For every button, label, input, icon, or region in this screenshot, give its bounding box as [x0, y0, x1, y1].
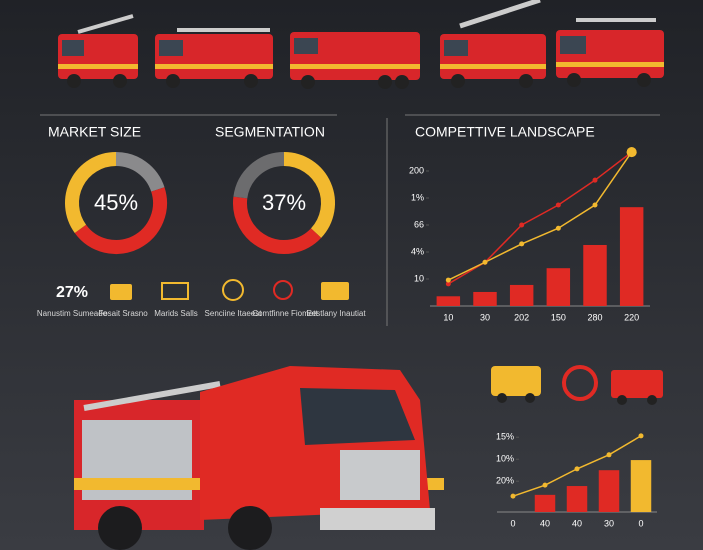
- line: [448, 151, 633, 281]
- bar: [436, 296, 461, 306]
- x-tick-label: 30: [480, 312, 490, 322]
- x-tick-label: 202: [514, 312, 529, 322]
- point: [555, 225, 561, 231]
- point: [482, 259, 488, 265]
- y-tick-label: 10: [414, 273, 424, 283]
- donut-label: 45%: [94, 190, 138, 215]
- y-tick-label: 20%: [496, 476, 514, 486]
- x-tick-label: 0: [510, 518, 515, 528]
- stat-label: Fosait Srasno: [98, 309, 148, 318]
- bar: [473, 291, 497, 306]
- x-tick-label: 40: [540, 518, 550, 528]
- x-tick-label: 0: [638, 518, 643, 528]
- x-tick-label: 220: [624, 312, 639, 322]
- bar: [598, 470, 620, 512]
- bar: [534, 494, 556, 512]
- stat-label: Nanustim Sumeade: [37, 309, 108, 318]
- point: [519, 222, 525, 228]
- point: [638, 433, 644, 439]
- donut-segment: [74, 187, 167, 254]
- donut-label: 37%: [262, 190, 306, 215]
- point: [519, 241, 525, 247]
- point: [592, 202, 598, 208]
- stat-label: Comtfinne Fiomett: [252, 309, 318, 318]
- chart-title: MARKET SIZE: [48, 124, 141, 140]
- bar: [566, 486, 588, 512]
- point: [445, 281, 451, 287]
- bar: [583, 244, 607, 306]
- donut-segment: [283, 152, 335, 238]
- chart-title: COMPETTIVE LANDSCAPE: [415, 124, 595, 140]
- x-tick-label: 10: [443, 312, 453, 322]
- stat-label: Eestlany Inautiat: [306, 309, 366, 318]
- stat-label: Marids Salls: [154, 309, 198, 318]
- donut-segment: [65, 152, 117, 233]
- icons: [110, 279, 663, 405]
- x-tick-label: 150: [551, 312, 566, 322]
- x-tick-label: 30: [604, 518, 614, 528]
- y-tick-label: 15%: [496, 432, 514, 442]
- big-truck: [74, 366, 444, 550]
- bar: [619, 207, 644, 306]
- point: [510, 493, 516, 499]
- donut-segment: [233, 152, 285, 199]
- x-tick-label: 280: [587, 312, 602, 322]
- point: [606, 452, 612, 458]
- truck-row: [58, 0, 664, 89]
- donut-segment: [115, 152, 165, 192]
- y-tick-label: 4%: [411, 246, 424, 256]
- donut-segment: [233, 196, 322, 254]
- point: [626, 147, 637, 158]
- point: [542, 482, 548, 488]
- bar: [630, 460, 652, 512]
- bar: [509, 284, 534, 306]
- point: [592, 177, 598, 183]
- x-tick-label: 40: [572, 518, 582, 528]
- bar: [546, 268, 571, 306]
- chart-title: SEGMENTATION: [215, 124, 325, 140]
- dividers: [40, 114, 660, 326]
- point: [445, 277, 451, 283]
- point: [555, 202, 561, 208]
- stat-label: Senciine Itaeest: [205, 309, 263, 318]
- y-tick-label: 1%: [411, 192, 424, 202]
- y-tick-label: 66: [414, 219, 424, 229]
- y-tick-label: 10%: [496, 454, 514, 464]
- y-tick-label: 200: [409, 165, 424, 175]
- stat-value: 27%: [56, 284, 88, 301]
- point: [574, 466, 580, 472]
